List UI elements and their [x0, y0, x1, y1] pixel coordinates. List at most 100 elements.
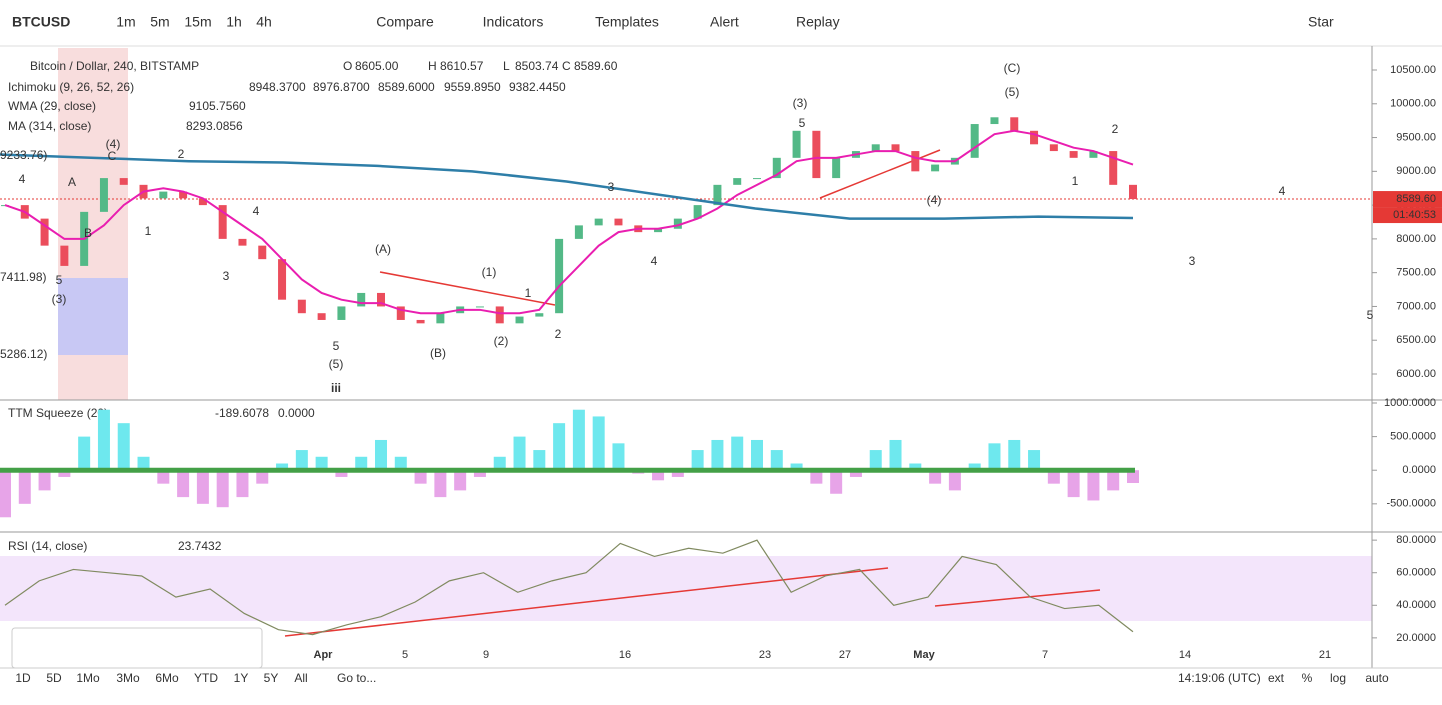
time-label: Apr [314, 649, 334, 661]
wave-label: (4) [106, 137, 121, 151]
squeeze-bar [1067, 470, 1080, 498]
candle [654, 228, 663, 233]
symbol[interactable]: BTCUSD [12, 14, 70, 30]
toolbar-button[interactable]: Alert [710, 14, 739, 30]
squeeze-tick-label: -500.0000 [1386, 498, 1436, 510]
squeeze-bar [1008, 439, 1021, 471]
indicator-name: RSI (14, close) [8, 539, 87, 553]
candle [931, 164, 940, 172]
squeeze-bar [137, 456, 150, 471]
squeeze-bar [375, 439, 387, 471]
candle [159, 191, 168, 199]
wave-label: C [108, 149, 117, 163]
indicator-name: TTM Squeeze (20) [8, 406, 108, 420]
wave-label: (3) [52, 292, 67, 306]
wave-label: (1) [482, 265, 497, 279]
squeeze-tick-label: 500.0000 [1390, 431, 1436, 443]
range-button[interactable]: All [294, 671, 307, 685]
candle [297, 299, 306, 314]
squeeze-bar [256, 470, 269, 484]
interval[interactable]: 1h [226, 14, 242, 30]
price-tick-label: 10000.00 [1390, 98, 1436, 110]
scale-option[interactable]: log [1330, 671, 1346, 685]
drawing-toolbar[interactable] [11, 627, 263, 669]
candle [337, 306, 346, 320]
interval[interactable]: 5m [150, 14, 169, 30]
rsi-tick-label: 40.0000 [1396, 599, 1436, 611]
squeeze-bar [216, 470, 229, 508]
candle [495, 306, 504, 324]
candle [614, 218, 623, 226]
squeeze-bar [513, 436, 526, 471]
squeeze-bar [948, 470, 961, 491]
toolbar-button[interactable]: Templates [595, 14, 659, 30]
wave-label: 1 [145, 224, 152, 238]
range-button[interactable]: 5Y [264, 671, 279, 685]
squeeze-bar [751, 439, 763, 471]
squeeze-bar [612, 443, 625, 471]
interval[interactable]: 1m [116, 14, 135, 30]
squeeze-bar [18, 470, 31, 504]
price-tag [1373, 191, 1442, 208]
price-tag-label: 8589.60 [1396, 193, 1436, 205]
price-tick-label: 6500.00 [1396, 334, 1436, 346]
ohlc-value: 8605.00 [355, 59, 399, 73]
range-button[interactable]: 1D [15, 671, 31, 685]
wave-label: 2 [555, 327, 562, 341]
price-tick-label: 7000.00 [1396, 300, 1436, 312]
squeeze-bar [652, 470, 665, 481]
indicator-value: 23.7432 [178, 539, 222, 553]
symbol-title: Bitcoin / Dollar, 240, BITSTAMP [30, 59, 199, 73]
fib-label: 5286.12) [0, 347, 47, 361]
scale-option[interactable]: % [1302, 671, 1313, 685]
candle [1010, 117, 1019, 131]
goto-button[interactable]: Go to... [337, 671, 376, 685]
time-label: 21 [1319, 649, 1331, 661]
squeeze-bar [117, 423, 130, 471]
fib-label: 9233.76) [0, 148, 47, 162]
squeeze-bar [434, 470, 447, 498]
candle [832, 157, 841, 179]
range-button[interactable]: 1Y [234, 671, 249, 685]
candle [218, 205, 227, 239]
interval[interactable]: 4h [256, 14, 272, 30]
wave-label: (B) [430, 346, 446, 360]
squeeze-bar [849, 470, 862, 477]
scale-option[interactable]: ext [1268, 671, 1285, 685]
squeeze-bar [1107, 470, 1120, 491]
wave-label: 2 [1112, 122, 1119, 136]
fib-label: 7411.98) [0, 270, 46, 284]
trend-line [934, 589, 1101, 607]
wave-label: 5 [333, 339, 340, 353]
range-button[interactable]: 3Mo [116, 671, 140, 685]
candle [258, 245, 267, 260]
indicator-value: 0.0000 [278, 406, 315, 420]
range-button[interactable]: 6Mo [155, 671, 179, 685]
indicator-value: 9105.7560 [189, 99, 246, 113]
candle [970, 124, 979, 158]
ohlc-value: 8503.74 [515, 59, 559, 73]
indicator-name: MA (314, close) [8, 119, 91, 133]
ohlc-value: 8610.57 [440, 59, 484, 73]
range-button[interactable]: 5D [46, 671, 62, 685]
indicator-value: 9559.8950 [444, 80, 501, 94]
squeeze-bar [691, 450, 704, 471]
time-label: 27 [839, 649, 851, 661]
toolbar-button[interactable]: Compare [376, 14, 434, 30]
scale-option[interactable]: auto [1365, 671, 1389, 685]
range-button[interactable]: YTD [194, 671, 218, 685]
star-button[interactable]: Star [1308, 14, 1334, 30]
squeeze-bar [810, 470, 823, 484]
toolbar-button[interactable]: Indicators [483, 14, 544, 30]
squeeze-tick-label: 0.0000 [1402, 464, 1436, 476]
candle [693, 205, 702, 219]
squeeze-bar [929, 470, 942, 484]
toolbar-button[interactable]: Replay [796, 14, 840, 30]
interval[interactable]: 15m [184, 14, 211, 30]
rsi-line [4, 539, 1134, 636]
squeeze-bar [770, 450, 783, 471]
candle [99, 178, 108, 212]
range-button[interactable]: 1Mo [76, 671, 100, 685]
wave-label: 4 [651, 254, 658, 268]
candle [60, 245, 69, 266]
